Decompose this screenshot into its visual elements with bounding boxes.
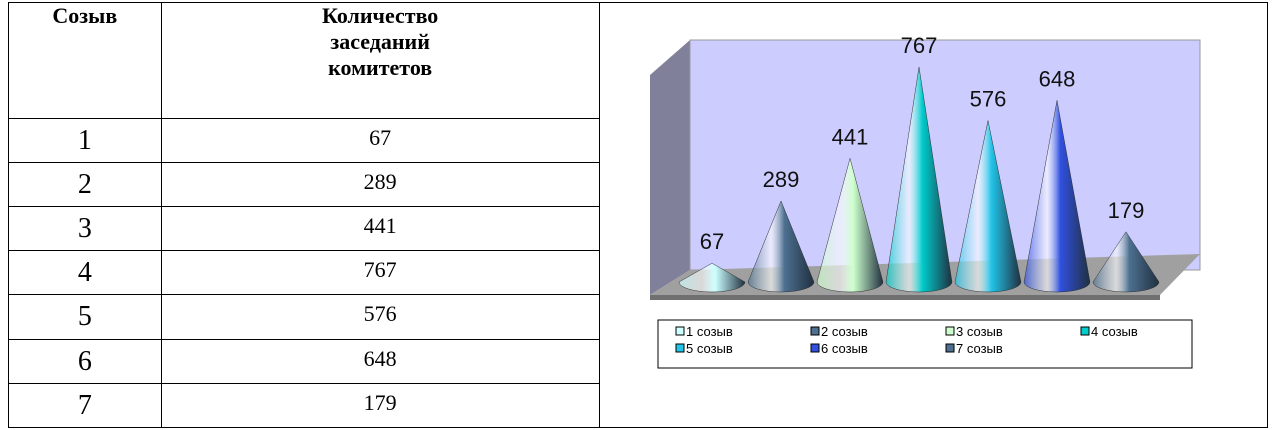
table-cell: 5: [8, 294, 162, 340]
legend-label: 5 созыв: [686, 341, 733, 356]
data-label: 179: [1108, 198, 1145, 223]
table-cell: 3: [8, 205, 162, 252]
legend-label: 6 созыв: [821, 341, 868, 356]
table-cell: 67: [160, 117, 600, 163]
cone: [954, 120, 1022, 293]
table-cell: 576: [160, 294, 600, 340]
table-cell: 4: [8, 250, 162, 296]
header-cell: Созыв: [8, 2, 162, 119]
legend-label: 7 созыв: [956, 341, 1003, 356]
legend-swatch: [810, 326, 820, 336]
floor-edge: [650, 295, 1160, 300]
legend: [657, 319, 1193, 369]
side-wall: [650, 40, 690, 295]
table-cell: 441: [160, 205, 600, 252]
legend-swatch: [945, 326, 955, 336]
cone: [747, 200, 815, 293]
legend-swatch: [1080, 326, 1090, 336]
table-cell: 289: [160, 161, 600, 207]
legend-swatch: [810, 343, 820, 353]
data-label: 289: [763, 167, 800, 192]
data-label: 441: [832, 124, 869, 149]
data-label: 648: [1039, 66, 1076, 91]
cone: [1092, 231, 1160, 293]
table-cell: 2: [8, 161, 162, 207]
legend-swatch: [945, 343, 955, 353]
legend-label: 1 созыв: [686, 324, 733, 339]
legend-swatch: [675, 343, 685, 353]
data-label: 67: [700, 229, 724, 254]
cone: [678, 262, 746, 293]
legend-swatch: [675, 326, 685, 336]
header-cell: Количество заседаний комитетов: [160, 2, 600, 119]
data-label: 767: [901, 33, 938, 58]
table-cell: 1: [8, 117, 162, 163]
chart: 67 1 созыв 289 2 созыв 441 3 созыв 767 4 созыв 5…: [650, 33, 1201, 369]
legend-label: 2 созыв: [821, 324, 868, 339]
legend-label: 4 созыв: [1091, 324, 1138, 339]
table-cell: 767: [160, 250, 600, 296]
table-cell: 179: [160, 382, 600, 429]
cone: [885, 66, 953, 293]
cone: [1023, 100, 1091, 293]
header-text: Количество заседаний комитетов: [321, 3, 439, 80]
legend-label: 3 созыв: [956, 324, 1003, 339]
data-label: 576: [970, 87, 1007, 112]
table-cell: 6: [8, 338, 162, 384]
cone: [816, 157, 884, 293]
table-cell: 648: [160, 338, 600, 384]
table-cell: 7: [8, 382, 162, 429]
